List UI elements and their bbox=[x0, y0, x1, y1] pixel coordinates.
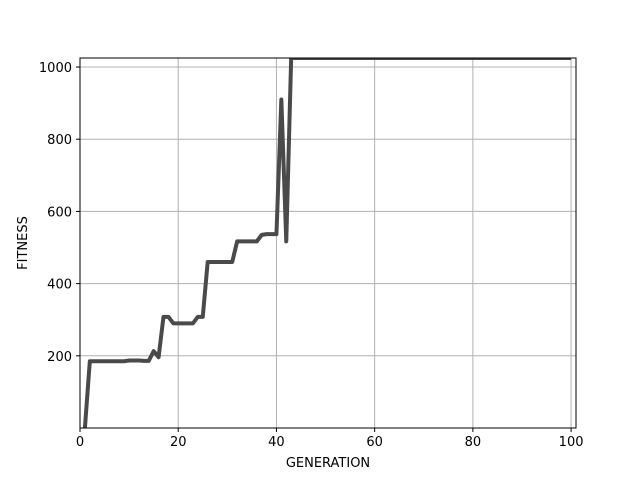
x-tick-label: 80 bbox=[465, 435, 482, 450]
y-axis-ticks: 200 400 600 800 1000 bbox=[39, 61, 80, 365]
y-axis-label: FITNESS bbox=[16, 216, 31, 270]
x-tick-label: 100 bbox=[559, 435, 584, 450]
x-axis-label: GENERATION bbox=[286, 456, 370, 471]
grid-lines bbox=[79, 58, 576, 428]
x-tick-label: 20 bbox=[170, 435, 187, 450]
x-tick-label: 60 bbox=[366, 435, 383, 450]
x-axis-ticks: 0 20 40 60 80 100 bbox=[76, 428, 584, 450]
y-tick-label: 1000 bbox=[39, 61, 72, 76]
y-tick-label: 800 bbox=[47, 133, 72, 148]
y-tick-label: 400 bbox=[47, 278, 72, 293]
x-tick-label: 0 bbox=[76, 435, 84, 450]
y-tick-label: 200 bbox=[47, 350, 72, 365]
series-layer bbox=[82, 58, 572, 428]
series-line-0 bbox=[82, 58, 572, 428]
y-tick-label: 600 bbox=[47, 205, 72, 220]
x-tick-label: 40 bbox=[268, 435, 285, 450]
plot-frame bbox=[79, 57, 577, 429]
